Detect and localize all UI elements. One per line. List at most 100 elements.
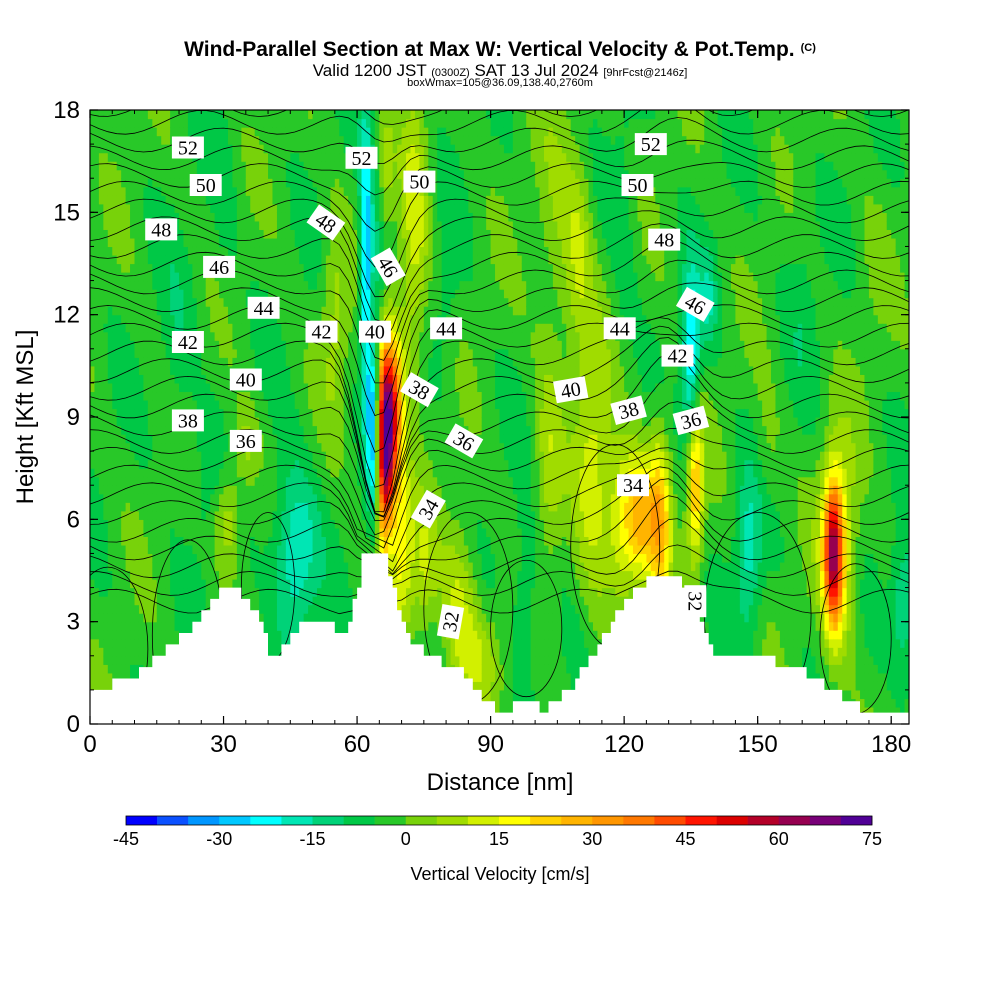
velocity-cell bbox=[374, 246, 380, 256]
velocity-cell bbox=[170, 169, 176, 179]
velocity-cell bbox=[223, 178, 229, 188]
velocity-cell bbox=[357, 417, 363, 427]
velocity-cell bbox=[281, 382, 287, 393]
velocity-cell bbox=[179, 246, 185, 256]
velocity-cell bbox=[317, 348, 323, 358]
velocity-cell bbox=[192, 613, 198, 623]
velocity-cell bbox=[121, 195, 127, 205]
velocity-cell bbox=[299, 127, 305, 137]
velocity-cell bbox=[165, 587, 171, 597]
velocity-cell bbox=[232, 323, 238, 333]
velocity-cell bbox=[392, 178, 398, 188]
velocity-cell bbox=[98, 161, 104, 171]
velocity-cell bbox=[272, 169, 278, 179]
velocity-cell bbox=[152, 561, 158, 572]
velocity-cell bbox=[339, 553, 345, 563]
velocity-cell bbox=[245, 399, 251, 410]
velocity-cell bbox=[205, 203, 211, 213]
velocity-cell bbox=[317, 263, 323, 273]
velocity-cell bbox=[285, 357, 291, 367]
velocity-cell bbox=[219, 468, 225, 478]
velocity-cell bbox=[334, 382, 340, 393]
velocity-cell bbox=[116, 280, 122, 290]
velocity-cell bbox=[125, 587, 131, 597]
velocity-cell bbox=[201, 468, 207, 478]
velocity-cell bbox=[303, 348, 309, 358]
velocity-cell bbox=[103, 186, 109, 196]
velocity-cell bbox=[245, 391, 251, 401]
velocity-cell bbox=[214, 451, 220, 461]
velocity-cell bbox=[294, 553, 300, 563]
velocity-cell bbox=[285, 152, 291, 162]
velocity-cell bbox=[392, 365, 398, 375]
velocity-cell bbox=[125, 399, 131, 410]
velocity-cell bbox=[312, 587, 318, 597]
velocity-cell bbox=[268, 442, 274, 452]
velocity-cell bbox=[312, 254, 318, 265]
velocity-cell bbox=[121, 468, 127, 478]
velocity-cell bbox=[299, 468, 305, 478]
velocity-cell bbox=[196, 493, 202, 503]
velocity-cell bbox=[370, 417, 376, 427]
velocity-cell bbox=[130, 476, 136, 486]
velocity-cell bbox=[116, 186, 122, 196]
velocity-cell bbox=[134, 365, 140, 375]
velocity-cell bbox=[254, 152, 260, 162]
velocity-cell bbox=[156, 613, 162, 623]
velocity-cell bbox=[236, 579, 242, 589]
velocity-cell bbox=[241, 587, 247, 597]
velocity-cell bbox=[94, 613, 100, 623]
velocity-cell bbox=[103, 476, 109, 486]
velocity-cell bbox=[325, 570, 331, 580]
velocity-cell bbox=[312, 476, 318, 486]
velocity-cell bbox=[334, 510, 340, 520]
velocity-cell bbox=[94, 203, 100, 213]
velocity-cell bbox=[317, 365, 323, 375]
velocity-cell bbox=[334, 493, 340, 503]
velocity-cell bbox=[290, 442, 296, 452]
velocity-cell bbox=[116, 195, 122, 205]
velocity-cell bbox=[370, 246, 376, 256]
velocity-cell bbox=[339, 451, 345, 461]
velocity-cell bbox=[156, 579, 162, 589]
velocity-cell bbox=[183, 587, 189, 597]
velocity-cell bbox=[236, 220, 242, 230]
velocity-cell bbox=[374, 399, 380, 410]
velocity-cell bbox=[254, 237, 260, 248]
velocity-cell bbox=[339, 579, 345, 589]
velocity-cell bbox=[134, 417, 140, 427]
velocity-cell bbox=[170, 297, 176, 307]
velocity-cell bbox=[374, 195, 380, 205]
velocity-cell bbox=[290, 110, 296, 120]
velocity-cell bbox=[254, 314, 260, 324]
velocity-cell bbox=[187, 613, 193, 623]
velocity-cell bbox=[192, 220, 198, 230]
velocity-cell bbox=[174, 638, 180, 648]
velocity-cell bbox=[397, 604, 403, 614]
velocity-cell bbox=[227, 314, 234, 324]
velocity-cell bbox=[325, 510, 331, 520]
velocity-cell bbox=[236, 272, 242, 282]
velocity-cell bbox=[152, 203, 158, 213]
velocity-cell bbox=[94, 135, 100, 145]
velocity-cell bbox=[272, 212, 278, 222]
velocity-cell bbox=[317, 442, 323, 452]
velocity-cell bbox=[94, 417, 100, 427]
velocity-cell bbox=[134, 399, 140, 410]
velocity-cell bbox=[147, 459, 153, 469]
velocity-cell bbox=[156, 203, 162, 213]
velocity-cell bbox=[152, 161, 158, 171]
velocity-cell bbox=[90, 391, 96, 401]
velocity-cell bbox=[312, 399, 318, 410]
velocity-cell bbox=[254, 348, 260, 358]
velocity-cell bbox=[312, 110, 318, 120]
velocity-cell bbox=[94, 570, 100, 580]
velocity-cell bbox=[259, 613, 265, 623]
velocity-cell bbox=[94, 331, 100, 341]
velocity-cell bbox=[130, 110, 136, 120]
velocity-cell bbox=[125, 169, 131, 179]
velocity-cell bbox=[352, 289, 358, 299]
velocity-cell bbox=[219, 382, 225, 393]
velocity-cell bbox=[223, 357, 229, 367]
velocity-cell bbox=[201, 519, 207, 529]
